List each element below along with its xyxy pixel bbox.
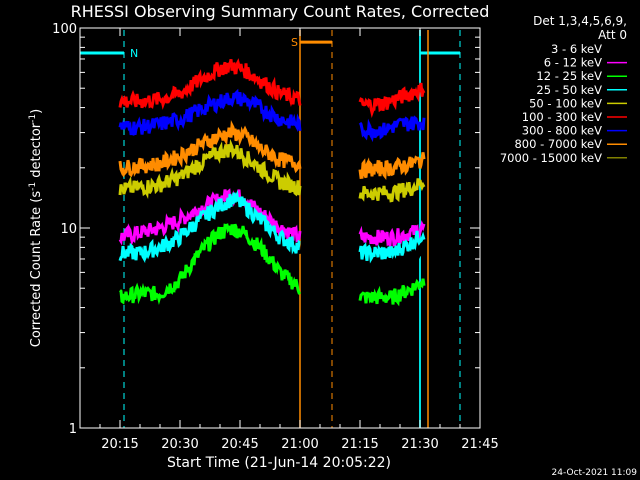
series-line-2-1	[358, 278, 426, 307]
y-tick-label: 10	[60, 222, 77, 237]
series-line-6-1	[358, 115, 426, 143]
flag-label-0: N	[130, 47, 138, 60]
series-line-4-0	[118, 138, 302, 200]
x-axis-label: Start Time (21-Jun-14 20:05:22)	[167, 455, 391, 471]
legend-entry-3: 25 - 50 keV	[536, 83, 602, 97]
x-tick-label: 21:45	[461, 437, 498, 452]
legend-entry-8: 7000 - 15000 keV	[500, 151, 602, 165]
y-axis-label-sup1: -1	[28, 182, 38, 191]
x-tick-label: 20:15	[101, 437, 138, 452]
series-group	[118, 58, 426, 307]
axes: 20:15 20:30 20:45 21:00 21:15 21:30 21:45 1 10 10…	[52, 22, 499, 452]
legend-entry-7: 800 - 7000 keV	[514, 137, 602, 151]
timestamp: 24-Oct-2021 11:09	[552, 468, 638, 478]
legend-entry-1: 6 - 12 keV	[544, 56, 602, 70]
series-line-7-1	[358, 152, 426, 181]
legend-entry-2: 12 - 25 keV	[536, 69, 602, 83]
x-tick-label: 21:15	[341, 437, 378, 452]
y-axis-label-end: )	[29, 109, 44, 114]
y-axis-label-sup2: -1	[28, 114, 38, 123]
flag-label-1: S	[291, 36, 298, 49]
series-line-3-1	[358, 230, 426, 264]
legend-entry-6: 300 - 800 keV	[522, 124, 602, 138]
legend-entry-0: 3 - 6 keV	[551, 42, 602, 56]
series-line-1-1	[358, 220, 426, 251]
y-axis-label: Corrected Count Rate (s-1 detector-1)	[28, 109, 44, 347]
y-axis-label-main: Corrected Count Rate (s	[29, 191, 44, 348]
series-line-5-0	[118, 58, 302, 110]
series-line-4-1	[358, 178, 426, 203]
series-line-3-0	[118, 189, 301, 264]
x-tick-label: 21:30	[401, 437, 438, 452]
chart-title: RHESSI Observing Summary Count Rates, Co…	[71, 2, 490, 21]
y-tick-label: 1	[69, 422, 77, 437]
legend-entry-4: 50 - 100 keV	[529, 96, 602, 110]
series-line-6-0	[118, 88, 302, 136]
series-line-2-0	[118, 223, 302, 305]
y-axis-label-mid: detector	[29, 122, 44, 182]
y-tick-label: 100	[52, 22, 77, 37]
legend-entry-5: 100 - 300 keV	[522, 110, 602, 124]
legend-header-line1: Det 1,3,4,5,6,9,	[533, 14, 627, 28]
series-line-5-1	[358, 82, 426, 119]
legend-header-line2: Att 0	[598, 28, 627, 42]
series-line-7-0	[118, 119, 302, 178]
x-tick-label: 20:30	[161, 437, 198, 452]
x-tick-label: 20:45	[221, 437, 258, 452]
x-tick-label: 21:00	[281, 437, 318, 452]
